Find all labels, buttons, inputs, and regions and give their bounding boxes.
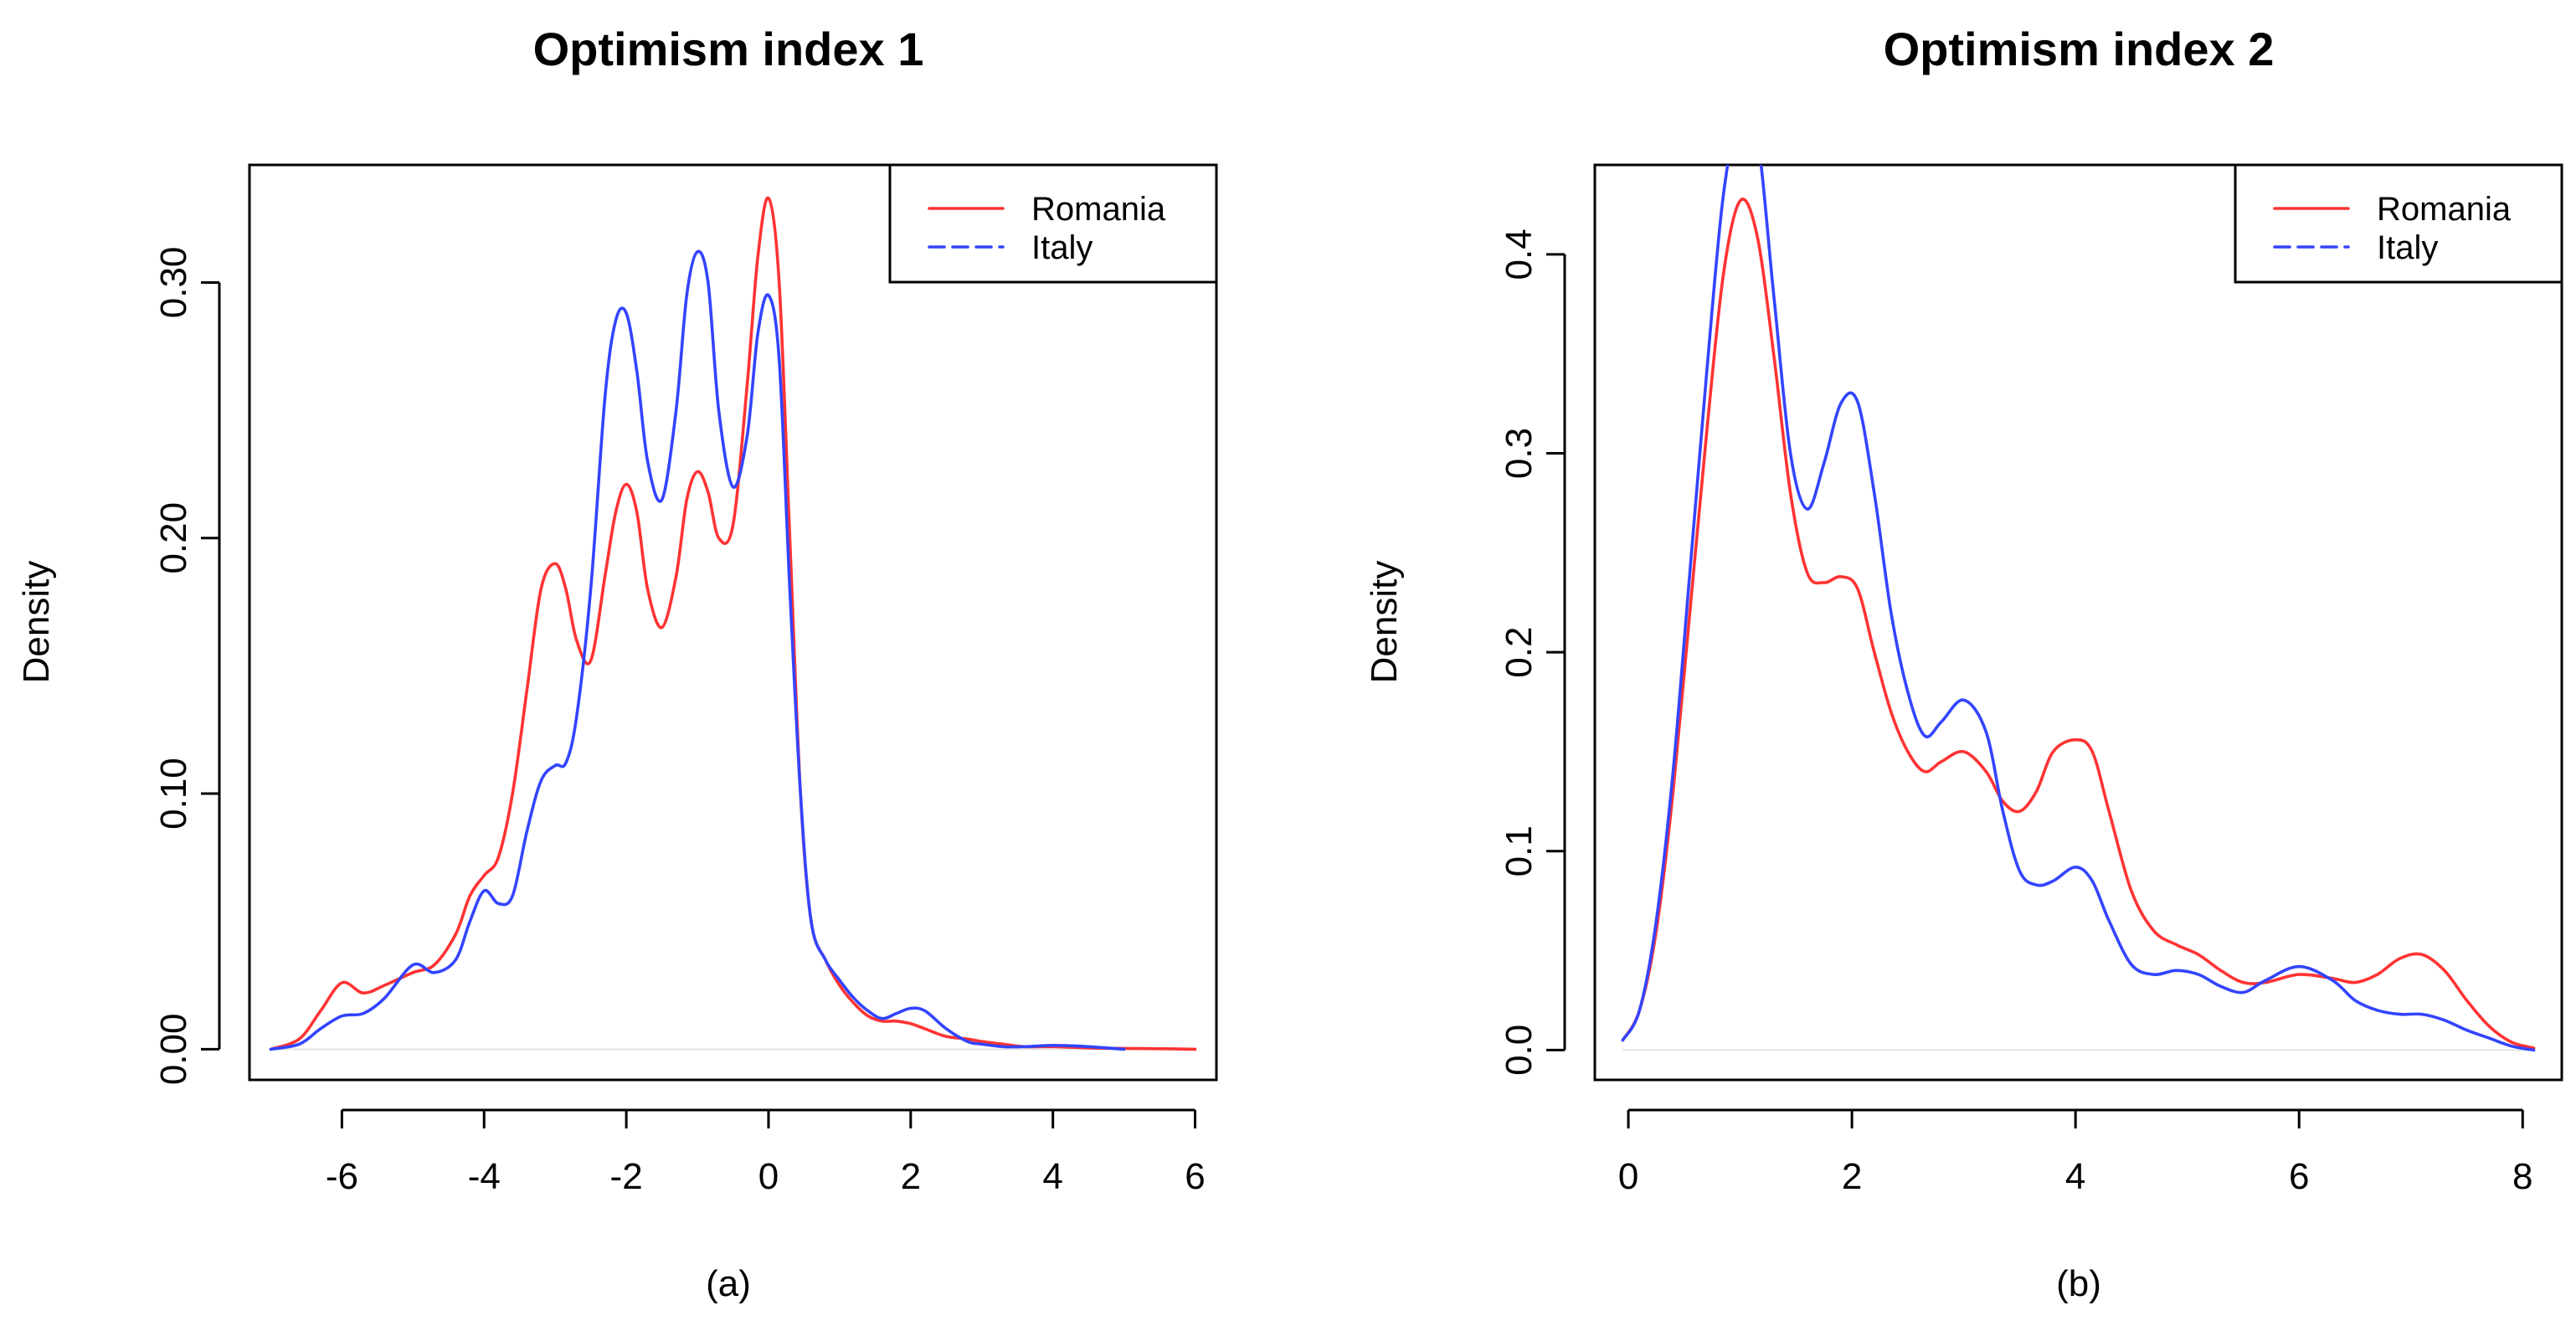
y-axis: 0.0 0.1 0.2 0.3 0.4 <box>1499 229 1566 1076</box>
plot-frame <box>248 163 1218 1082</box>
x-tick-label: 4 <box>1042 1156 1062 1197</box>
y-axis-label: Density <box>16 561 57 684</box>
y-axis: 0.00 0.10 0.20 0.30 <box>153 247 221 1086</box>
chart-panel-b: Optimism index 2 0 2 4 6 8 0.0 0.1 0.2 0.3 0.4 D… <box>1364 23 2563 1304</box>
y-tick-label: 0.0 <box>1499 1025 1540 1076</box>
chart-panel-a: Optimism index 1 -6 -4 -2 0 2 4 6 0.00 0.10 0.20… <box>16 23 1218 1304</box>
plot-frame <box>1593 163 2563 1082</box>
chart-title: Optimism index 2 <box>1884 23 2275 75</box>
x-tick-label: 6 <box>2289 1156 2309 1197</box>
x-tick-label: 6 <box>1185 1156 1205 1197</box>
y-tick-label: 0.3 <box>1499 428 1540 479</box>
y-axis-label: Density <box>1364 561 1405 684</box>
x-tick-label: 0 <box>1618 1156 1638 1197</box>
y-tick-label: 0.2 <box>1499 627 1540 678</box>
series-line-italy <box>269 249 1126 1051</box>
x-tick-label: -2 <box>610 1156 643 1197</box>
series-lines <box>269 196 1197 1051</box>
y-tick-label: 0.4 <box>1499 229 1540 280</box>
x-tick-label: 8 <box>2512 1156 2532 1197</box>
legend: Romania Italy <box>888 163 1218 284</box>
x-axis: -6 -4 -2 0 2 4 6 <box>326 1108 1206 1197</box>
chart-title: Optimism index 1 <box>533 23 924 75</box>
y-tick-label: 0.1 <box>1499 825 1540 876</box>
legend-box <box>2234 163 2563 284</box>
x-axis: 0 2 4 6 8 <box>1618 1108 2533 1197</box>
series-line-romania <box>1621 198 2536 1050</box>
x-tick-label: 4 <box>2065 1156 2085 1197</box>
y-tick-label: 0.00 <box>153 1014 194 1086</box>
legend-box <box>888 163 1218 284</box>
legend-label-italy: Italy <box>2377 229 2438 266</box>
series-lines <box>1621 165 2536 1052</box>
x-tick-label: -6 <box>326 1156 358 1197</box>
legend-label-italy: Italy <box>1031 229 1093 266</box>
series-line-romania <box>269 196 1197 1051</box>
x-tick-label: 2 <box>901 1156 921 1197</box>
y-tick-label: 0.20 <box>153 502 194 574</box>
panel-caption: (a) <box>706 1263 751 1304</box>
x-tick-label: -4 <box>468 1156 501 1197</box>
series-line-italy <box>1621 165 2536 1052</box>
legend: Romania Italy <box>2234 163 2563 284</box>
x-tick-label: 2 <box>1842 1156 1862 1197</box>
x-tick-label: 0 <box>758 1156 779 1197</box>
panel-caption: (b) <box>2056 1263 2101 1304</box>
legend-label-romania: Romania <box>2377 191 2512 228</box>
legend-label-romania: Romania <box>1031 191 1166 228</box>
y-tick-label: 0.30 <box>153 247 194 319</box>
y-tick-label: 0.10 <box>153 758 194 830</box>
